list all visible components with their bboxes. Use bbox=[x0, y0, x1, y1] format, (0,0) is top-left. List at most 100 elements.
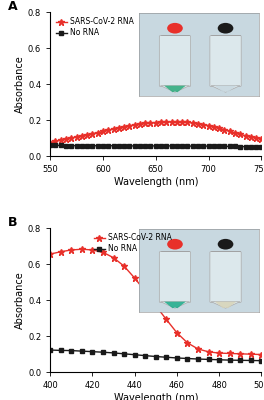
SARS-CoV-2 RNA bbox=[91, 248, 94, 252]
No RNA bbox=[218, 357, 221, 362]
X-axis label: Wavelength (nm): Wavelength (nm) bbox=[114, 393, 198, 400]
No RNA bbox=[239, 358, 242, 363]
SARS-CoV-2 RNA bbox=[196, 121, 200, 126]
No RNA bbox=[112, 143, 115, 148]
No RNA bbox=[207, 144, 210, 148]
SARS-CoV-2 RNA bbox=[239, 352, 242, 356]
No RNA bbox=[254, 144, 258, 149]
SARS-CoV-2 RNA bbox=[96, 130, 99, 135]
No RNA bbox=[70, 143, 73, 148]
No RNA bbox=[260, 144, 263, 149]
X-axis label: Wavelength (nm): Wavelength (nm) bbox=[114, 177, 198, 187]
No RNA bbox=[101, 350, 105, 355]
No RNA bbox=[223, 144, 226, 149]
SARS-CoV-2 RNA bbox=[218, 351, 221, 356]
SARS-CoV-2 RNA bbox=[239, 132, 242, 137]
No RNA bbox=[249, 144, 252, 149]
SARS-CoV-2 RNA bbox=[249, 134, 252, 139]
No RNA bbox=[186, 356, 189, 361]
SARS-CoV-2 RNA bbox=[107, 128, 110, 132]
Line: No RNA: No RNA bbox=[48, 348, 264, 363]
SARS-CoV-2 RNA bbox=[70, 248, 73, 252]
SARS-CoV-2 RNA bbox=[80, 247, 83, 252]
No RNA bbox=[170, 144, 173, 148]
SARS-CoV-2 RNA bbox=[244, 133, 247, 138]
SARS-CoV-2 RNA bbox=[165, 317, 168, 322]
Line: SARS-CoV-2 RNA: SARS-CoV-2 RNA bbox=[47, 118, 264, 146]
SARS-CoV-2 RNA bbox=[170, 119, 173, 124]
No RNA bbox=[80, 349, 83, 354]
SARS-CoV-2 RNA bbox=[133, 122, 136, 127]
SARS-CoV-2 RNA bbox=[49, 252, 52, 256]
Y-axis label: Absorbance: Absorbance bbox=[15, 271, 25, 329]
No RNA bbox=[91, 143, 94, 148]
No RNA bbox=[91, 349, 94, 354]
SARS-CoV-2 RNA bbox=[186, 120, 189, 125]
Legend: SARS-CoV-2 RNA, No RNA: SARS-CoV-2 RNA, No RNA bbox=[92, 232, 173, 255]
SARS-CoV-2 RNA bbox=[91, 131, 94, 136]
No RNA bbox=[154, 354, 157, 359]
SARS-CoV-2 RNA bbox=[101, 129, 105, 134]
SARS-CoV-2 RNA bbox=[218, 126, 221, 131]
No RNA bbox=[202, 144, 205, 148]
SARS-CoV-2 RNA bbox=[80, 134, 83, 138]
No RNA bbox=[149, 144, 152, 148]
Text: A: A bbox=[8, 0, 17, 14]
SARS-CoV-2 RNA bbox=[186, 340, 189, 345]
SARS-CoV-2 RNA bbox=[212, 124, 215, 129]
SARS-CoV-2 RNA bbox=[59, 138, 62, 142]
SARS-CoV-2 RNA bbox=[59, 249, 62, 254]
No RNA bbox=[144, 144, 147, 148]
SARS-CoV-2 RNA bbox=[117, 125, 120, 130]
SARS-CoV-2 RNA bbox=[159, 120, 163, 124]
SARS-CoV-2 RNA bbox=[207, 123, 210, 128]
No RNA bbox=[239, 144, 242, 149]
No RNA bbox=[228, 358, 231, 362]
Text: B: B bbox=[8, 216, 17, 230]
No RNA bbox=[228, 144, 231, 149]
SARS-CoV-2 RNA bbox=[223, 127, 226, 132]
No RNA bbox=[86, 143, 89, 148]
No RNA bbox=[80, 143, 83, 148]
SARS-CoV-2 RNA bbox=[149, 120, 152, 125]
SARS-CoV-2 RNA bbox=[233, 130, 237, 135]
No RNA bbox=[233, 144, 237, 149]
SARS-CoV-2 RNA bbox=[191, 120, 194, 125]
No RNA bbox=[207, 357, 210, 362]
SARS-CoV-2 RNA bbox=[260, 352, 263, 357]
No RNA bbox=[59, 143, 62, 148]
No RNA bbox=[159, 144, 163, 148]
SARS-CoV-2 RNA bbox=[175, 330, 178, 335]
No RNA bbox=[218, 144, 221, 149]
SARS-CoV-2 RNA bbox=[75, 134, 78, 139]
No RNA bbox=[101, 143, 105, 148]
No RNA bbox=[165, 355, 168, 360]
No RNA bbox=[196, 357, 200, 362]
SARS-CoV-2 RNA bbox=[165, 120, 168, 124]
Line: SARS-CoV-2 RNA: SARS-CoV-2 RNA bbox=[47, 246, 264, 358]
No RNA bbox=[165, 144, 168, 148]
SARS-CoV-2 RNA bbox=[154, 303, 157, 308]
No RNA bbox=[133, 144, 136, 148]
No RNA bbox=[191, 144, 194, 148]
SARS-CoV-2 RNA bbox=[196, 346, 200, 351]
No RNA bbox=[138, 144, 142, 148]
SARS-CoV-2 RNA bbox=[70, 136, 73, 140]
No RNA bbox=[175, 144, 178, 148]
SARS-CoV-2 RNA bbox=[154, 120, 157, 125]
No RNA bbox=[112, 350, 115, 355]
Legend: SARS-CoV-2 RNA, No RNA: SARS-CoV-2 RNA, No RNA bbox=[54, 16, 135, 39]
SARS-CoV-2 RNA bbox=[249, 352, 252, 356]
No RNA bbox=[212, 144, 215, 149]
No RNA bbox=[128, 144, 131, 148]
SARS-CoV-2 RNA bbox=[86, 132, 89, 137]
No RNA bbox=[75, 143, 78, 148]
No RNA bbox=[244, 144, 247, 149]
SARS-CoV-2 RNA bbox=[112, 255, 115, 260]
No RNA bbox=[59, 348, 62, 353]
SARS-CoV-2 RNA bbox=[133, 276, 136, 280]
No RNA bbox=[54, 143, 57, 148]
SARS-CoV-2 RNA bbox=[144, 121, 147, 126]
SARS-CoV-2 RNA bbox=[181, 120, 184, 124]
SARS-CoV-2 RNA bbox=[122, 124, 126, 129]
